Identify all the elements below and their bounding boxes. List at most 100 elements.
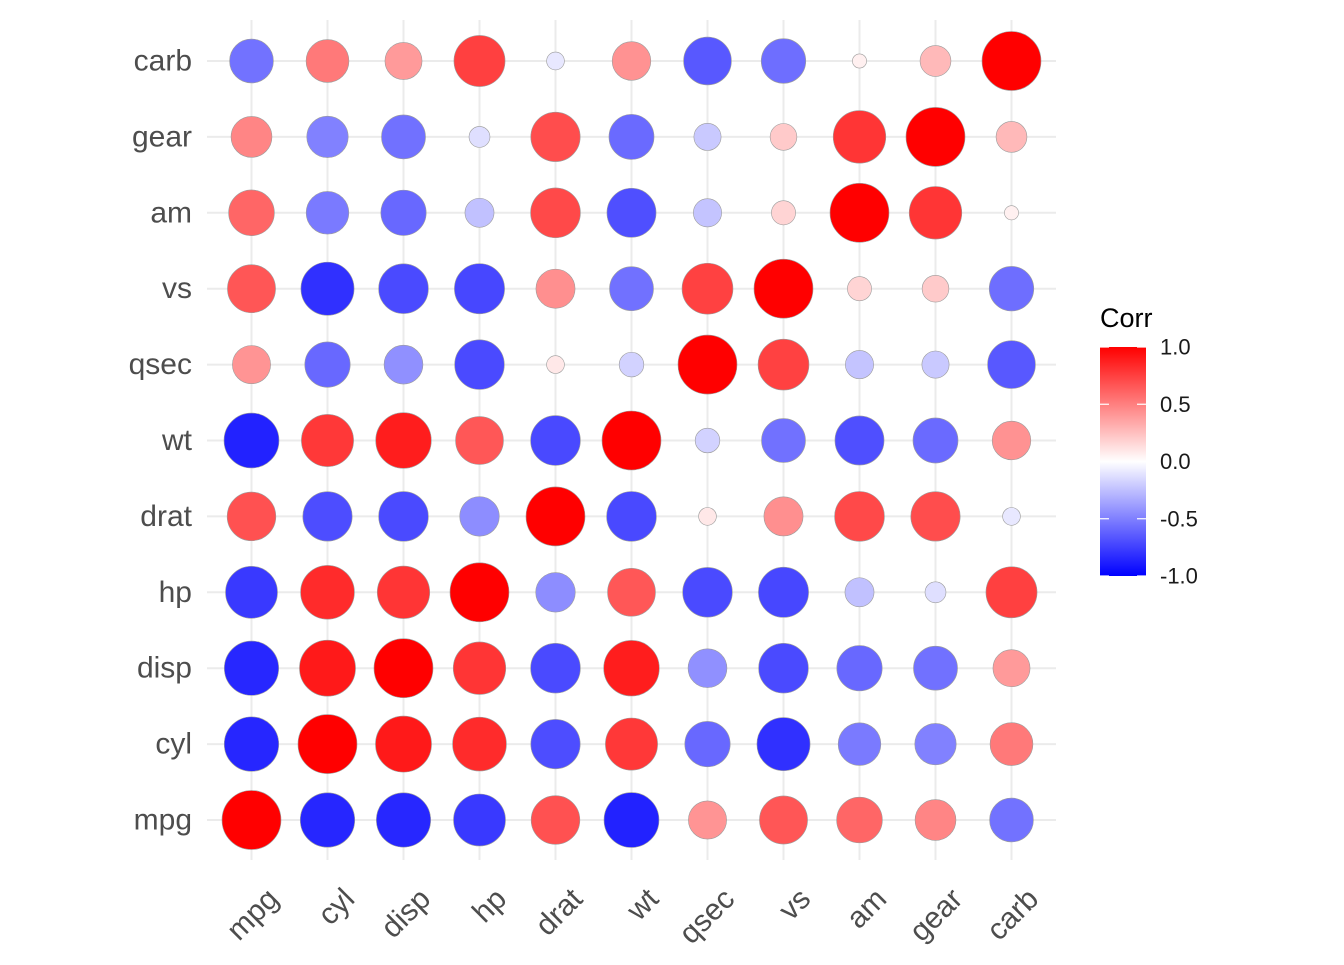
corr-point-carb-qsec (987, 340, 1036, 389)
corr-point-gear-drat (910, 491, 961, 542)
legend-title: Corr (1100, 303, 1153, 333)
corr-point-drat-cyl (530, 719, 581, 770)
corr-point-mpg-wt (223, 412, 280, 469)
corr-point-qsec-mpg (688, 800, 727, 840)
y-tick-label-cyl: cyl (155, 728, 192, 761)
y-tick-label-hp: hp (159, 576, 192, 609)
x-tick-label-am: am (840, 882, 893, 935)
corr-point-wt-qsec (618, 351, 645, 378)
corr-point-wt-cyl (605, 717, 658, 771)
corr-point-vs-disp (758, 643, 809, 694)
corr-point-cyl-qsec (304, 341, 351, 388)
x-axis-labels: mpg cyl disp hp drat wt qsec vs am gear carb (221, 882, 1046, 951)
corr-point-hp-vs (454, 263, 505, 315)
y-tick-label-qsec: qsec (129, 348, 192, 381)
corr-point-drat-carb (546, 51, 565, 71)
corr-point-am-am (829, 183, 890, 243)
corr-point-hp-carb (453, 35, 506, 87)
corr-point-am-disp (836, 645, 883, 692)
corr-point-vs-cyl (756, 717, 811, 771)
corr-point-drat-disp (530, 643, 581, 694)
corr-point-mpg-carb (229, 38, 274, 84)
x-tick-label-mpg: mpg (221, 882, 286, 947)
corr-point-gear-vs (921, 275, 950, 303)
corr-point-mpg-am (228, 189, 275, 236)
legend-tick-label: 1.0 (1160, 335, 1191, 360)
x-tick-label-gear: gear (903, 882, 969, 948)
corr-point-vs-mpg (759, 795, 808, 845)
x-tick-label-wt: wt (620, 882, 666, 928)
corr-point-disp-drat (378, 491, 429, 542)
x-tick-label-vs: vs (773, 882, 818, 927)
corr-point-am-qsec (845, 350, 874, 380)
corr-point-disp-disp (373, 638, 434, 699)
corr-point-am-gear (832, 110, 887, 164)
corr-point-carb-wt (991, 420, 1032, 461)
corr-point-drat-mpg (530, 795, 581, 845)
x-tick-label-disp: disp (375, 882, 437, 944)
corr-point-disp-gear (381, 114, 426, 160)
corr-point-wt-disp (603, 640, 660, 697)
corr-point-carb-disp (992, 649, 1031, 688)
corr-point-disp-wt (375, 412, 432, 469)
y-tick-label-wt: wt (161, 424, 193, 457)
corr-point-qsec-drat (698, 507, 717, 526)
corr-point-drat-wt (530, 415, 581, 466)
corr-point-gear-hp (924, 581, 947, 604)
corr-point-disp-am (380, 189, 427, 236)
corr-point-wt-carb (611, 41, 652, 81)
corr-point-cyl-cyl (297, 714, 358, 774)
corr-point-am-hp (844, 577, 875, 608)
corr-point-gear-am (908, 186, 963, 240)
corr-point-vs-hp (758, 566, 809, 618)
legend-tick-label: 0.5 (1160, 392, 1191, 417)
corr-point-mpg-qsec (232, 345, 271, 385)
legend-ticks: 1.0 0.5 0.0 -0.5 -1.0 (1100, 335, 1198, 589)
corr-point-drat-drat (525, 486, 586, 547)
corr-point-hp-wt (455, 416, 504, 465)
corr-point-mpg-vs (227, 264, 276, 314)
corr-point-vs-qsec (757, 338, 810, 391)
corr-point-am-cyl (837, 722, 882, 766)
legend-tick-label: -1.0 (1160, 564, 1198, 589)
corr-point-qsec-am (693, 198, 722, 228)
y-tick-label-am: am (150, 196, 192, 229)
x-tick-label-qsec: qsec (673, 882, 741, 950)
corr-point-disp-mpg (376, 792, 431, 848)
x-tick-label-carb: carb (981, 882, 1046, 947)
corr-point-disp-hp (376, 565, 431, 619)
corr-point-cyl-mpg (299, 792, 356, 848)
corr-point-wt-drat (606, 491, 657, 542)
corr-point-mpg-gear (230, 116, 273, 158)
corr-point-carb-gear (995, 121, 1028, 153)
corr-point-carb-drat (1002, 507, 1021, 526)
corr-point-wt-mpg (603, 792, 660, 848)
y-tick-label-mpg: mpg (134, 804, 192, 837)
corr-point-drat-qsec (546, 355, 565, 374)
corr-point-cyl-carb (305, 39, 350, 83)
legend-tick-label: 0.0 (1160, 449, 1191, 474)
corr-point-vs-gear (769, 123, 798, 151)
corr-point-cyl-drat (302, 491, 353, 542)
corr-point-cyl-vs (300, 261, 355, 316)
corr-point-disp-cyl (375, 715, 432, 773)
corr-point-wt-am (606, 187, 657, 238)
corr-point-cyl-disp (299, 639, 356, 697)
corr-point-carb-am (1004, 205, 1019, 221)
y-tick-label-vs: vs (162, 272, 192, 305)
corr-point-carb-mpg (989, 797, 1034, 843)
corr-point-gear-wt (912, 417, 959, 464)
corr-point-disp-carb (384, 42, 423, 80)
corr-point-qsec-carb (683, 36, 732, 86)
corr-point-drat-gear (530, 111, 581, 162)
legend-tick-label: -0.5 (1160, 506, 1198, 531)
corr-point-cyl-gear (306, 115, 349, 158)
corr-point-gear-carb (919, 45, 952, 77)
y-tick-label-gear: gear (132, 120, 192, 153)
corr-point-am-carb (852, 53, 867, 69)
y-tick-label-carb: carb (134, 45, 192, 78)
corr-point-qsec-qsec (677, 334, 738, 395)
corr-point-qsec-wt (694, 427, 721, 454)
corr-point-hp-hp (449, 562, 510, 623)
corr-point-qsec-disp (687, 648, 728, 688)
